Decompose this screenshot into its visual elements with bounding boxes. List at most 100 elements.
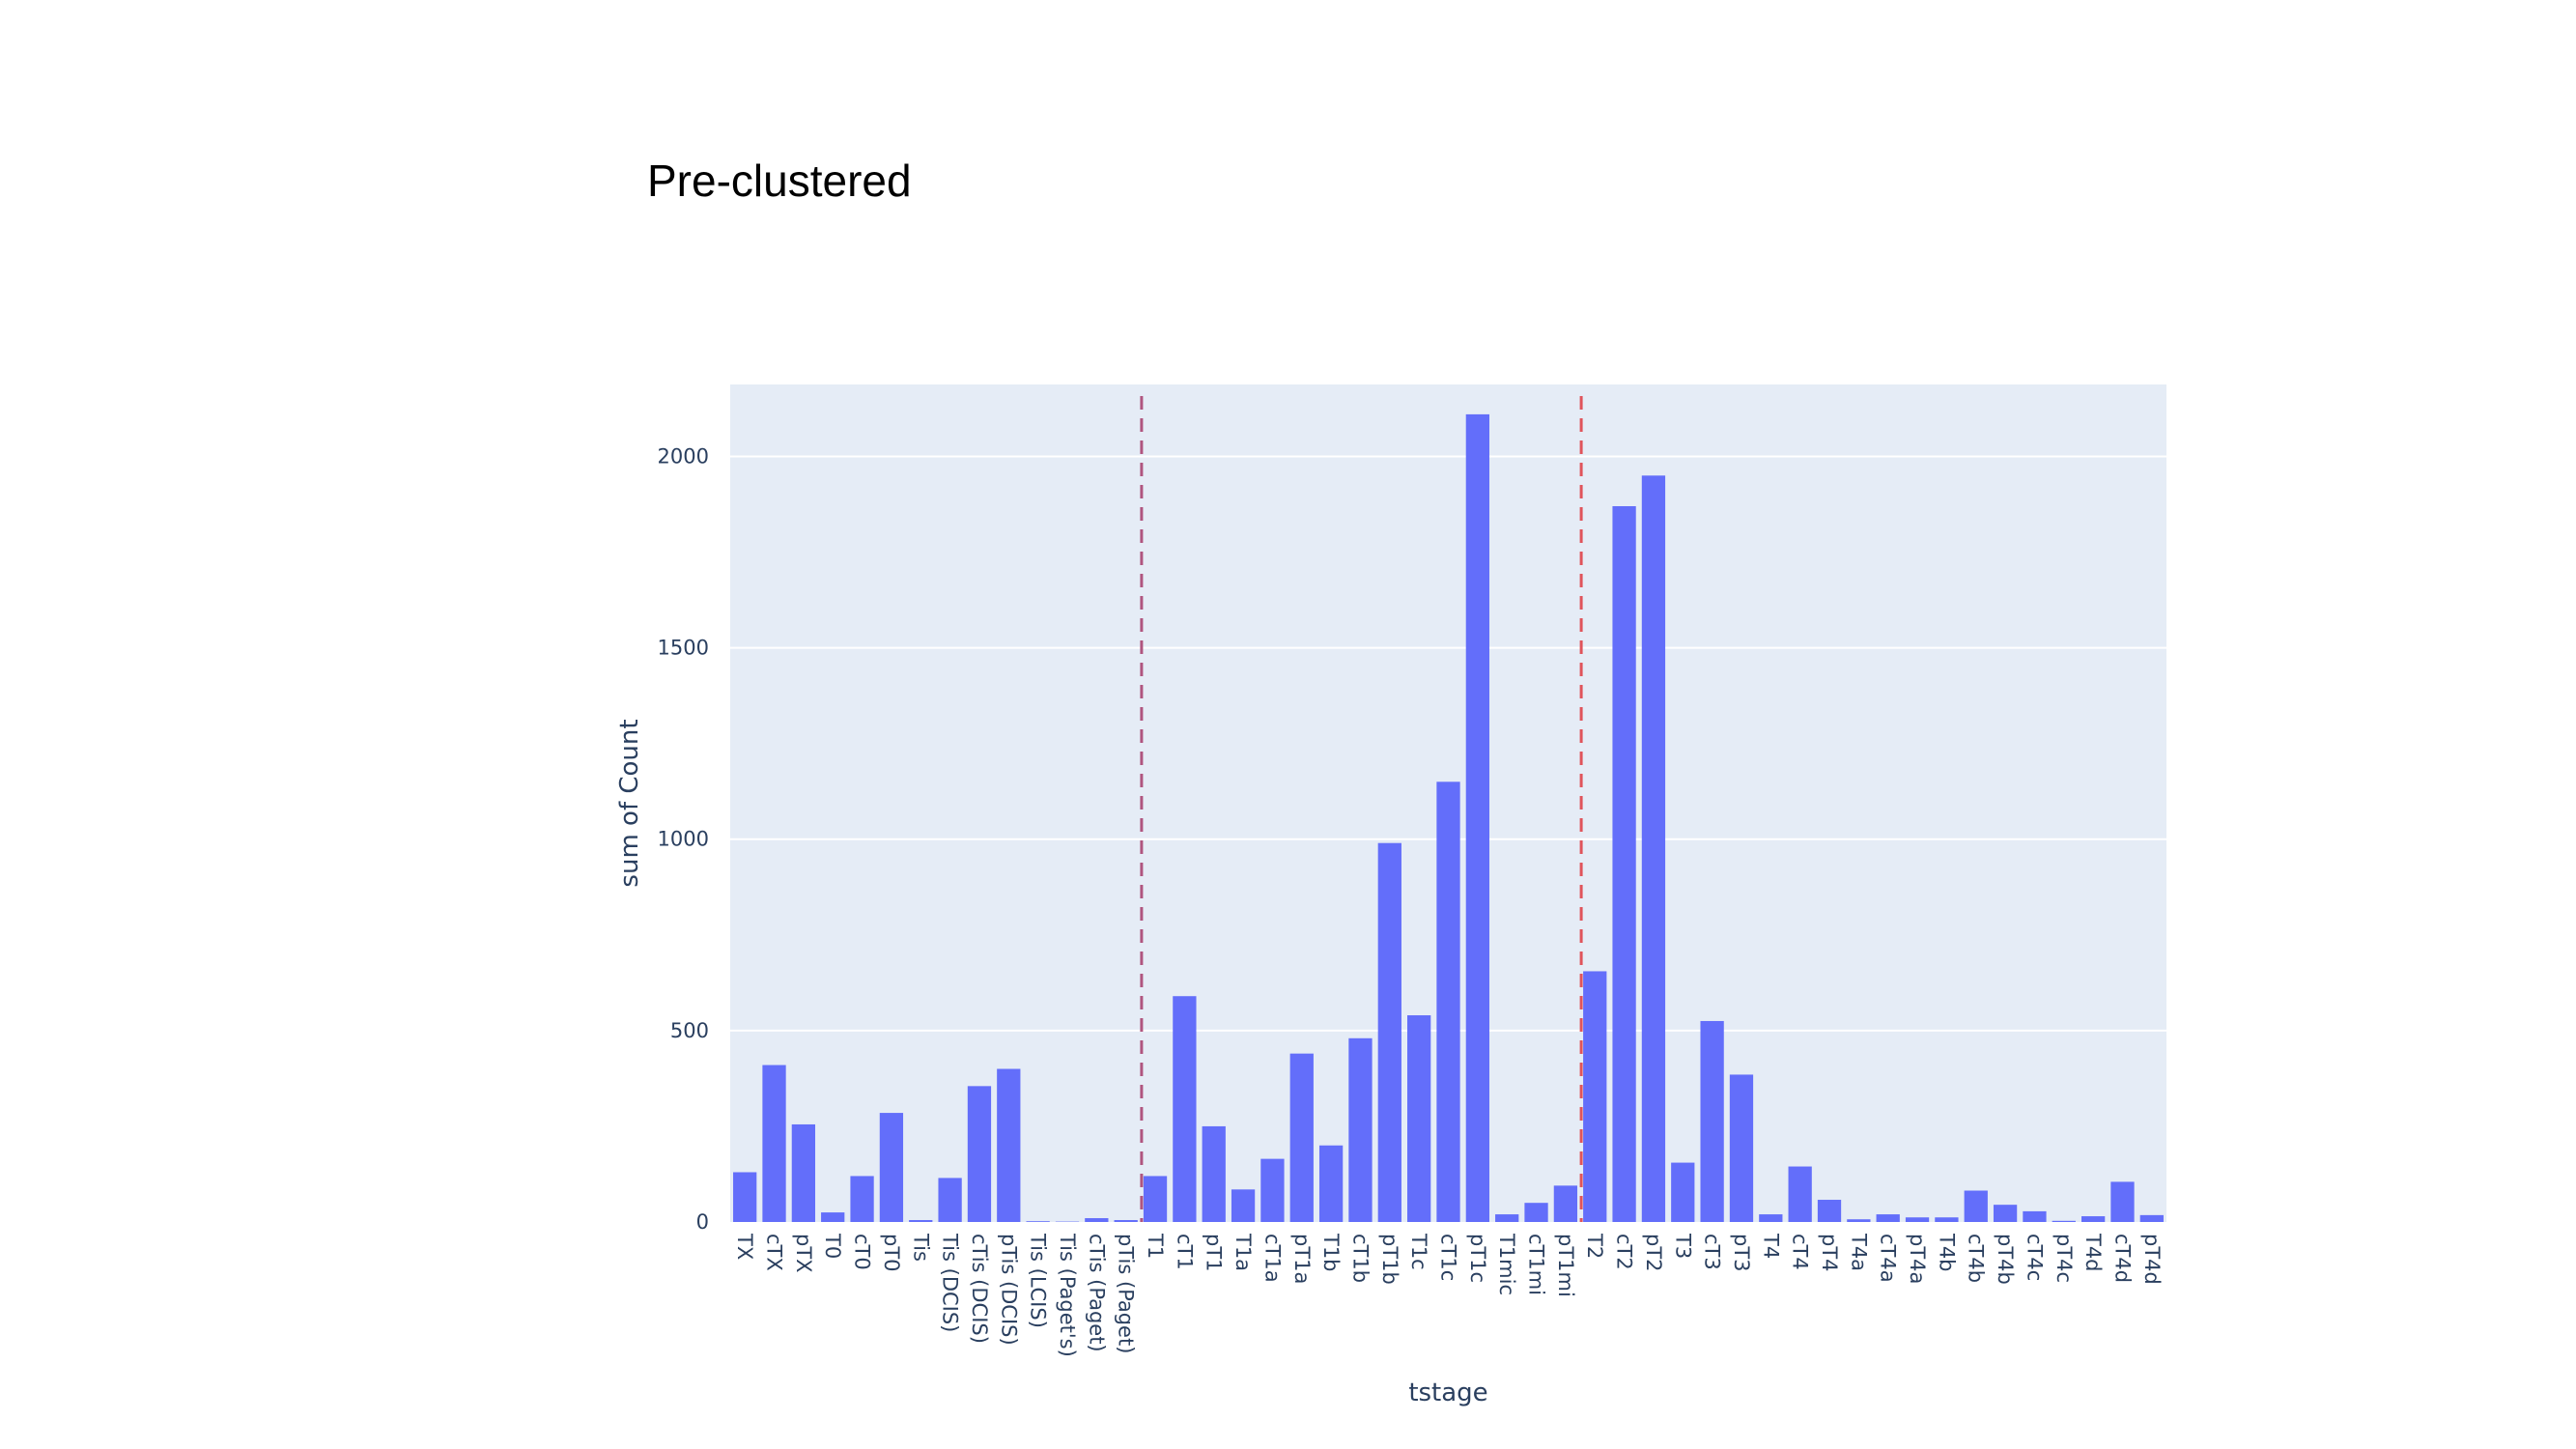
bar bbox=[1553, 1185, 1578, 1222]
bar bbox=[1436, 781, 1460, 1222]
x-tick-label: pT1mi bbox=[1554, 1234, 1577, 1297]
y-tick-label: 2000 bbox=[658, 444, 709, 468]
x-tick-label: pT1c bbox=[1466, 1234, 1489, 1283]
x-tick-label: pTis (DCIS) bbox=[997, 1234, 1020, 1346]
bar bbox=[967, 1086, 992, 1222]
y-axis-title: sum of Count bbox=[615, 719, 644, 887]
y-tick-label: 0 bbox=[696, 1210, 709, 1234]
bar bbox=[1465, 413, 1489, 1222]
bar bbox=[1729, 1074, 1754, 1222]
x-tick-label: cTis (Paget) bbox=[1085, 1234, 1108, 1352]
x-tick-label: T4 bbox=[1759, 1233, 1782, 1259]
bar bbox=[2052, 1220, 2076, 1222]
bar bbox=[2110, 1181, 2135, 1222]
x-tick-label: Tis (DCIS) bbox=[939, 1233, 962, 1332]
x-tick-label: T1c bbox=[1407, 1233, 1430, 1270]
bar bbox=[1231, 1189, 1256, 1222]
bar bbox=[1964, 1190, 1988, 1222]
bar bbox=[1847, 1219, 1871, 1222]
x-tick-label: T1mic bbox=[1495, 1233, 1518, 1295]
x-tick-label: T4a bbox=[1847, 1233, 1870, 1271]
x-tick-label: pT4b bbox=[1994, 1234, 2017, 1285]
bar bbox=[1202, 1125, 1226, 1222]
x-tick-label: cT1mi bbox=[1525, 1234, 1548, 1295]
bar bbox=[1641, 475, 1666, 1222]
bar bbox=[1377, 842, 1401, 1222]
bar bbox=[909, 1220, 933, 1222]
x-tick-label: pT2 bbox=[1642, 1234, 1665, 1272]
bar bbox=[1407, 1015, 1431, 1222]
bar bbox=[2139, 1214, 2164, 1222]
x-tick-label: cTis (DCIS) bbox=[968, 1234, 991, 1344]
x-tick-label: T1a bbox=[1231, 1233, 1255, 1271]
x-tick-label: pT1b bbox=[1378, 1234, 1401, 1285]
y-tick-label: 500 bbox=[670, 1019, 709, 1042]
bar bbox=[1289, 1053, 1314, 1222]
bar bbox=[1524, 1203, 1548, 1222]
x-tick-label: pT4 bbox=[1818, 1234, 1841, 1272]
bars bbox=[733, 413, 2164, 1222]
x-tick-label: T3 bbox=[1671, 1233, 1694, 1259]
x-tick-label: T4d bbox=[2081, 1233, 2105, 1272]
y-axis-ticks: 0 500 1000 1500 2000 bbox=[658, 444, 709, 1234]
bar bbox=[1085, 1218, 1109, 1222]
x-tick-label: cT4b bbox=[1965, 1234, 1988, 1283]
y-tick-label: 1000 bbox=[658, 828, 709, 851]
x-tick-label: cT0 bbox=[851, 1234, 874, 1270]
x-tick-label: cT1 bbox=[1173, 1234, 1196, 1270]
x-tick-label: cTX bbox=[763, 1234, 786, 1271]
bar bbox=[1817, 1200, 1842, 1222]
x-tick-label: cT3 bbox=[1701, 1234, 1724, 1270]
x-tick-label: pT3 bbox=[1730, 1234, 1753, 1272]
x-tick-label: pT1 bbox=[1203, 1234, 1226, 1272]
bar bbox=[1905, 1217, 1930, 1222]
x-tick-label: cT4 bbox=[1789, 1234, 1812, 1270]
bar bbox=[1495, 1214, 1519, 1222]
x-tick-label: T1 bbox=[1144, 1233, 1167, 1259]
x-tick-label: Tis (LCIS) bbox=[1027, 1233, 1050, 1328]
bar bbox=[1348, 1037, 1373, 1222]
x-tick-label: Tis (Paget's) bbox=[1056, 1233, 1079, 1357]
x-tick-label: Tis bbox=[909, 1233, 932, 1262]
x-tick-label: T2 bbox=[1583, 1233, 1606, 1259]
chart-title: Pre-clustered bbox=[647, 156, 912, 206]
x-axis-title: tstage bbox=[1408, 1378, 1487, 1407]
x-tick-label: pT1a bbox=[1290, 1234, 1314, 1284]
x-tick-label: pTX bbox=[792, 1234, 815, 1273]
bar bbox=[850, 1176, 874, 1222]
bar bbox=[1671, 1162, 1695, 1222]
x-tick-label: pTis (Paget) bbox=[1115, 1234, 1138, 1353]
x-tick-label: cT4c bbox=[2023, 1234, 2046, 1281]
x-tick-label: T1b bbox=[1319, 1233, 1343, 1272]
bar bbox=[1993, 1205, 2018, 1222]
bar bbox=[1173, 996, 1197, 1222]
bar bbox=[997, 1068, 1021, 1222]
bar bbox=[1143, 1176, 1168, 1222]
x-tick-label: T0 bbox=[821, 1233, 844, 1259]
bar bbox=[1876, 1214, 1900, 1222]
x-tick-label: cT4a bbox=[1877, 1234, 1900, 1283]
bar bbox=[1612, 506, 1636, 1222]
x-tick-label: TX bbox=[733, 1233, 756, 1260]
x-tick-label: T4b bbox=[1935, 1233, 1958, 1272]
x-tick-label: pT0 bbox=[880, 1234, 903, 1272]
bar bbox=[821, 1212, 845, 1222]
bar bbox=[1759, 1214, 1783, 1222]
bar bbox=[1318, 1145, 1344, 1222]
x-tick-label: cT4d bbox=[2110, 1234, 2134, 1283]
x-axis-ticks: TX cTX pTX T0 cT0 pT0 Tis Tis (DCIS) cTis (DCIS)… bbox=[733, 1233, 2164, 1357]
bar bbox=[1788, 1166, 1812, 1222]
x-tick-label: cT2 bbox=[1613, 1234, 1636, 1270]
bar bbox=[879, 1113, 904, 1222]
bar bbox=[2081, 1216, 2106, 1222]
bar bbox=[2023, 1210, 2047, 1222]
x-tick-label: pT4c bbox=[2052, 1234, 2076, 1283]
x-tick-label: pT4a bbox=[1906, 1234, 1929, 1284]
x-tick-label: cT1b bbox=[1348, 1234, 1372, 1283]
bar bbox=[938, 1178, 962, 1222]
x-tick-label: cT1c bbox=[1437, 1234, 1460, 1281]
bar bbox=[1260, 1158, 1285, 1222]
bar bbox=[1935, 1217, 1959, 1222]
bar bbox=[1583, 971, 1607, 1222]
